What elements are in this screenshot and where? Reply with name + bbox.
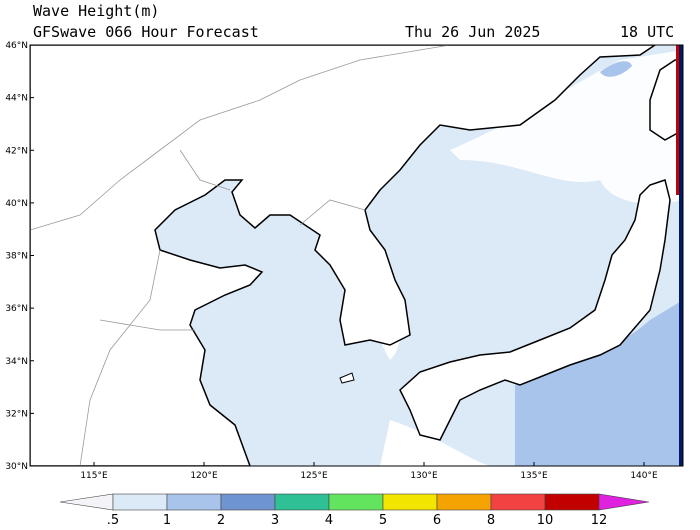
lat-label: 40°N bbox=[5, 199, 28, 209]
colorbar-segment bbox=[274, 493, 330, 511]
colorbar-segment bbox=[220, 493, 276, 511]
colorbar-label: 12 bbox=[591, 513, 608, 525]
axis-ticks: 30°N 32°N 34°N 36°N 38°N 40°N 42°N 44°N 46°N 115°… bbox=[5, 41, 658, 481]
lon-label: 125°E bbox=[300, 471, 328, 481]
colorbar-label: 5 bbox=[379, 513, 387, 525]
border bbox=[99, 319, 195, 331]
calm-area bbox=[450, 50, 683, 204]
hokkaido bbox=[649, 59, 683, 141]
lat-label: 36°N bbox=[5, 304, 28, 314]
title: Wave Height(m) bbox=[33, 2, 159, 20]
colorbar-label: .5 bbox=[107, 513, 119, 525]
lat-label: 30°N bbox=[5, 462, 28, 472]
lat-label: 38°N bbox=[5, 252, 28, 262]
japan bbox=[399, 179, 671, 441]
colorbar-label: 4 bbox=[325, 513, 333, 525]
border bbox=[299, 199, 366, 226]
time: 18 UTC bbox=[620, 23, 674, 41]
lon-label: 130°E bbox=[410, 471, 438, 481]
edge-band bbox=[679, 45, 683, 466]
colorbar-segment bbox=[382, 493, 438, 511]
border bbox=[179, 149, 231, 191]
lon-label: 135°E bbox=[520, 471, 548, 481]
lon-label: 115°E bbox=[80, 471, 108, 481]
island bbox=[339, 372, 355, 384]
colorbar-arrow bbox=[598, 493, 650, 511]
border bbox=[79, 249, 161, 466]
colorbar: .5 1 2 3 4 5 6 8 10 12 bbox=[59, 493, 650, 528]
colorbar-label: 1 bbox=[163, 513, 171, 525]
colorbar-segment bbox=[436, 493, 492, 511]
colorbar-label: 10 bbox=[537, 513, 554, 525]
colorbar-label: 6 bbox=[433, 513, 441, 525]
borders bbox=[30, 45, 451, 466]
lat-label: 32°N bbox=[5, 409, 28, 419]
subtitle: GFSwave 066 Hour Forecast bbox=[33, 23, 259, 41]
border bbox=[30, 45, 451, 231]
wave-area bbox=[515, 300, 683, 466]
colorbar-segment bbox=[544, 493, 600, 511]
calm-area bbox=[380, 420, 500, 466]
edge-band bbox=[676, 45, 680, 195]
colorbar-label: 8 bbox=[487, 513, 495, 525]
date: Thu 26 Jun 2025 bbox=[405, 23, 540, 41]
colorbar-label: 3 bbox=[271, 513, 279, 525]
lat-label: 44°N bbox=[5, 94, 28, 104]
colorbar-label: 2 bbox=[217, 513, 225, 525]
lat-label: 34°N bbox=[5, 357, 28, 367]
lat-label: 42°N bbox=[5, 146, 28, 156]
colorbar-segment bbox=[112, 493, 168, 511]
lat-label: 46°N bbox=[5, 41, 28, 51]
colorbar-segment bbox=[490, 493, 546, 511]
colorbar-arrow bbox=[59, 493, 114, 511]
lon-label: 140°E bbox=[630, 471, 658, 481]
wave-area bbox=[600, 61, 632, 77]
lon-label: 120°E bbox=[190, 471, 218, 481]
map-area bbox=[30, 45, 683, 466]
colorbar-segment bbox=[166, 493, 222, 511]
mainland bbox=[30, 45, 657, 466]
colorbar-segment bbox=[328, 493, 384, 511]
